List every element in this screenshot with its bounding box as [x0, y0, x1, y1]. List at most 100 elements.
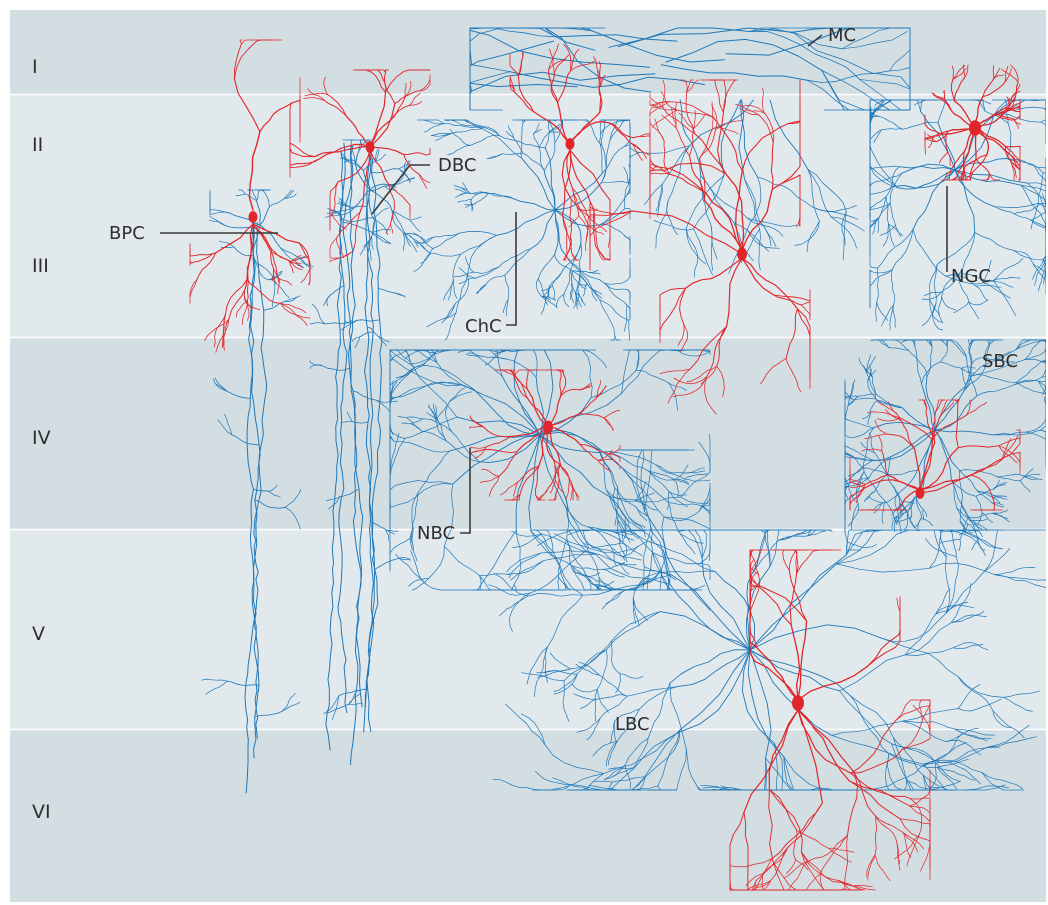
sbc-axon [992, 429, 1041, 436]
nbc-axon [528, 434, 541, 532]
dbc-dendrite [394, 90, 421, 104]
chc-axon [627, 316, 631, 321]
chc-axon [469, 121, 500, 137]
chc-dendrite [556, 70, 572, 103]
lbc-axon [1003, 690, 1040, 698]
chc-axon [575, 293, 579, 306]
nbc-axon [652, 551, 673, 591]
lbc-dendrite [750, 549, 762, 575]
chc-axon [432, 232, 460, 249]
chc-axon [533, 133, 540, 148]
ngc-axon [869, 115, 880, 126]
lbc-axon [945, 727, 979, 742]
mc-dendrite [692, 114, 706, 130]
sbc-axon [886, 469, 918, 476]
ngc-axon [994, 203, 1038, 208]
lbc-axon [928, 562, 995, 575]
chc-axon [624, 183, 629, 210]
dbc-dendrite [369, 146, 405, 156]
chc-axon [591, 288, 597, 302]
ngc-axon [1042, 259, 1046, 282]
layer-label-i: I [32, 56, 38, 78]
dbc-axon [348, 693, 361, 705]
ngc-dendrite [950, 78, 955, 102]
bpc-axon [209, 208, 225, 213]
bpc-dendrite [189, 262, 193, 266]
lbc-axon [594, 688, 598, 722]
chc-axon [533, 123, 540, 134]
lbc-axon [944, 556, 950, 614]
lbc-axon [836, 563, 930, 573]
mc-axon [738, 99, 745, 180]
lbc-soma [792, 695, 804, 711]
ngc-axon [869, 219, 878, 227]
sbc-axon [887, 456, 893, 486]
dbc-axon [375, 147, 379, 161]
sbc-dendrite [998, 445, 1020, 462]
dbc-axon [363, 237, 372, 248]
bpc-axon [238, 189, 246, 195]
lbc-axon [611, 731, 680, 789]
lbc-dendrite [747, 880, 772, 890]
nbc-axon [535, 377, 544, 436]
chc-axon [626, 304, 631, 319]
nbc-axon [609, 496, 653, 553]
chc-axon [458, 267, 477, 279]
mc-dendrite [741, 188, 773, 251]
sbc-axon [956, 507, 969, 525]
mc-axon [689, 99, 754, 147]
nbc-axon [484, 350, 503, 366]
lbc-dendrite [844, 835, 848, 890]
lbc-axon [605, 611, 661, 651]
lbc-dendrite [796, 829, 830, 849]
nbc-axon [556, 582, 568, 591]
chc-axon [453, 280, 458, 299]
lbc-axon [596, 649, 608, 690]
nbc-axon [572, 565, 591, 591]
dbc-axon [377, 336, 387, 347]
sbc-axon [913, 517, 922, 529]
nbc-axon [409, 523, 414, 551]
dbc-axon [375, 150, 380, 161]
nbc-axon [698, 441, 711, 469]
chc-axon [586, 282, 598, 292]
lbc-axon [553, 673, 578, 692]
lbc-axon [957, 684, 981, 709]
ngc-dendrite [982, 78, 994, 98]
ngc-dendrite [961, 176, 968, 181]
nbc-axon [530, 530, 565, 584]
lbc-axon [617, 708, 640, 742]
mc-dendrite [649, 93, 664, 108]
nbc-dendrite [579, 398, 597, 415]
chc-axon [588, 272, 601, 275]
ngc-axon [869, 165, 900, 170]
sbc-dendrite [849, 471, 865, 489]
sbc-axon [1040, 355, 1046, 363]
lbc-axon [960, 529, 1002, 549]
nbc-axon [668, 491, 688, 508]
chc-dendrite [548, 68, 559, 103]
ngc-axon [996, 113, 1042, 123]
lbc-axon [607, 740, 618, 766]
chc-axon [627, 319, 631, 341]
nbc-axon [389, 381, 464, 401]
nbc-dendrite [516, 426, 549, 453]
lbc-axon [954, 531, 986, 557]
ngc-axon [972, 99, 986, 112]
dbc-axon [406, 177, 416, 181]
ngc-dendrite [964, 127, 976, 161]
dbc-axon [338, 688, 369, 697]
ngc-axon [937, 122, 956, 171]
dbc-axon [362, 169, 371, 191]
lbc-dendrite [866, 854, 876, 877]
cell-label-dbc: DBC [438, 155, 476, 176]
chc-axon [444, 303, 456, 320]
sbc-axon [960, 367, 976, 374]
lbc-axon [669, 649, 751, 684]
dbc-dendrite [319, 143, 371, 159]
chc-axon [412, 252, 431, 273]
lbc-axon [521, 672, 565, 682]
nbc-axon [587, 526, 620, 540]
ngc-dendrite [1010, 64, 1019, 83]
chc-dendrite [570, 198, 590, 227]
